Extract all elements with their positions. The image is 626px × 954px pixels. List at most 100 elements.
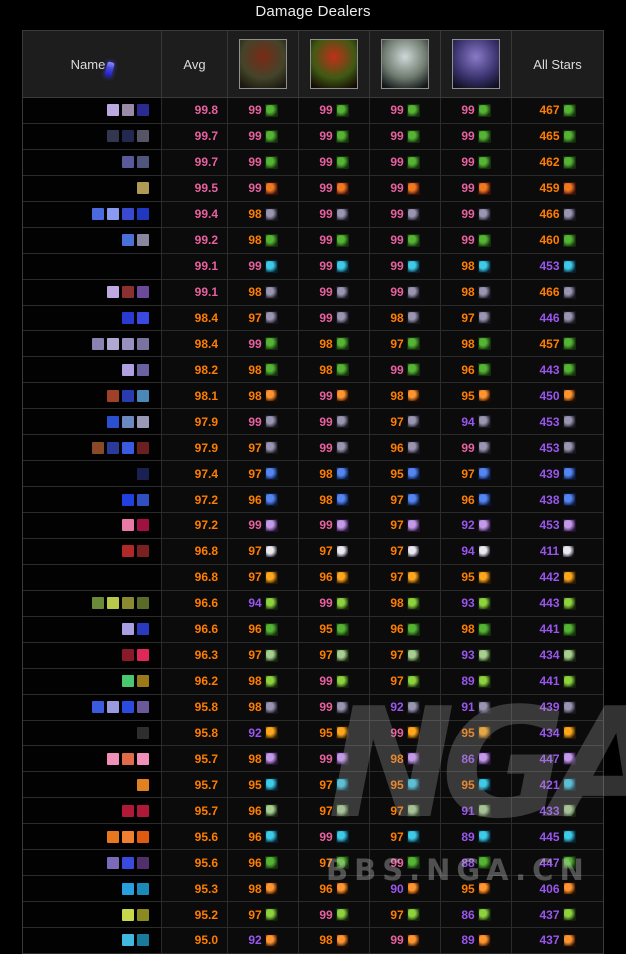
table-row[interactable]: 97.9 99 99 97 94 453 <box>23 409 603 436</box>
table-row[interactable]: 95.7 98 99 98 86 447 <box>23 746 603 773</box>
boss-1-parse-cell[interactable]: 98 <box>228 383 299 409</box>
boss-4-parse-cell[interactable]: 95 <box>441 772 512 798</box>
boss-2-parse-cell[interactable]: 99 <box>299 435 370 461</box>
boss-4-parse-cell[interactable]: 89 <box>441 668 512 694</box>
boss-2-parse-cell[interactable]: 99 <box>299 149 370 175</box>
table-row[interactable]: 95.3 98 96 90 95 406 <box>23 876 603 903</box>
boss-4-parse-cell[interactable]: 98 <box>441 253 512 279</box>
player-name-redacted[interactable] <box>23 227 162 253</box>
player-name-redacted[interactable] <box>23 668 162 694</box>
table-row[interactable]: 95.8 92 95 99 95 434 <box>23 720 603 747</box>
boss-1-parse-cell[interactable]: 92 <box>228 928 299 953</box>
boss-1-parse-cell[interactable]: 99 <box>228 123 299 149</box>
all-stars-cell[interactable]: 460 <box>512 228 603 253</box>
table-row[interactable]: 96.2 98 99 97 89 441 <box>23 668 603 695</box>
boss-3-parse-cell[interactable]: 95 <box>370 772 441 798</box>
all-stars-cell[interactable]: 438 <box>512 487 603 512</box>
boss-3-parse-cell[interactable]: 92 <box>370 694 441 720</box>
boss-4-parse-cell[interactable]: 98 <box>441 616 512 642</box>
boss-4-parse-cell[interactable]: 93 <box>441 642 512 668</box>
table-row[interactable]: 99.5 99 99 99 99 459 <box>23 175 603 202</box>
player-name-redacted[interactable] <box>23 461 162 487</box>
boss-4-parse-cell[interactable]: 99 <box>441 98 512 123</box>
boss-4-parse-cell[interactable]: 95 <box>441 720 512 746</box>
player-name-redacted[interactable] <box>23 772 162 798</box>
table-row[interactable]: 95.8 98 99 92 91 439 <box>23 694 603 721</box>
boss-3-parse-cell[interactable]: 99 <box>370 201 441 227</box>
boss-portrait-1-icon[interactable] <box>239 39 287 89</box>
boss-3-parse-cell[interactable]: 96 <box>370 435 441 461</box>
boss-2-parse-cell[interactable]: 99 <box>299 746 370 772</box>
boss-4-parse-cell[interactable]: 89 <box>441 928 512 953</box>
boss-3-parse-cell[interactable]: 97 <box>370 902 441 927</box>
boss-1-parse-cell[interactable]: 96 <box>228 487 299 512</box>
boss-3-parse-cell[interactable]: 99 <box>370 123 441 149</box>
table-row[interactable]: 98.2 98 98 99 96 443 <box>23 357 603 384</box>
player-name-redacted[interactable] <box>23 331 162 357</box>
boss-3-parse-cell[interactable]: 97 <box>370 331 441 357</box>
boss-1-parse-cell[interactable]: 98 <box>228 357 299 383</box>
table-row[interactable]: 98.4 97 99 98 97 446 <box>23 305 603 332</box>
table-row[interactable]: 99.1 99 99 99 98 453 <box>23 253 603 280</box>
boss-1-parse-cell[interactable]: 96 <box>228 824 299 850</box>
boss-1-parse-cell[interactable]: 99 <box>228 253 299 279</box>
boss-4-parse-cell[interactable]: 86 <box>441 746 512 772</box>
boss-2-parse-cell[interactable]: 99 <box>299 668 370 694</box>
all-stars-cell[interactable]: 434 <box>512 643 603 668</box>
boss-3-parse-cell[interactable]: 96 <box>370 616 441 642</box>
player-name-redacted[interactable] <box>23 123 162 149</box>
all-stars-cell[interactable]: 445 <box>512 824 603 849</box>
boss-1-parse-cell[interactable]: 97 <box>228 564 299 590</box>
boss-3-parse-cell[interactable]: 99 <box>370 227 441 253</box>
boss-2-parse-cell[interactable]: 99 <box>299 279 370 305</box>
boss-1-parse-cell[interactable]: 97 <box>228 902 299 927</box>
table-row[interactable]: 95.6 96 97 99 88 447 <box>23 850 603 877</box>
player-name-redacted[interactable] <box>23 538 162 564</box>
player-name-redacted[interactable] <box>23 642 162 668</box>
boss-4-parse-cell[interactable]: 99 <box>441 435 512 461</box>
boss-2-parse-cell[interactable]: 97 <box>299 642 370 668</box>
boss-1-parse-cell[interactable]: 96 <box>228 616 299 642</box>
player-name-redacted[interactable] <box>23 435 162 461</box>
boss-3-parse-cell[interactable]: 99 <box>370 253 441 279</box>
boss-2-parse-cell[interactable]: 99 <box>299 383 370 409</box>
boss-4-parse-cell[interactable]: 96 <box>441 357 512 383</box>
all-stars-cell[interactable]: 437 <box>512 902 603 927</box>
boss-4-parse-cell[interactable]: 96 <box>441 487 512 512</box>
all-stars-cell[interactable]: 453 <box>512 254 603 279</box>
player-name-redacted[interactable] <box>23 383 162 409</box>
boss-4-parse-cell[interactable]: 98 <box>441 279 512 305</box>
player-name-redacted[interactable] <box>23 824 162 850</box>
boss-4-parse-cell[interactable]: 94 <box>441 538 512 564</box>
player-name-redacted[interactable] <box>23 201 162 227</box>
boss-1-parse-cell[interactable]: 96 <box>228 798 299 824</box>
all-stars-cell[interactable]: 421 <box>512 772 603 797</box>
boss-3-parse-cell[interactable]: 99 <box>370 928 441 953</box>
boss-4-parse-cell[interactable]: 89 <box>441 824 512 850</box>
boss-1-parse-cell[interactable]: 98 <box>228 201 299 227</box>
all-stars-cell[interactable]: 411 <box>512 539 603 564</box>
column-header-boss-4[interactable] <box>441 31 512 97</box>
boss-2-parse-cell[interactable]: 99 <box>299 305 370 331</box>
boss-3-parse-cell[interactable]: 98 <box>370 305 441 331</box>
boss-2-parse-cell[interactable]: 98 <box>299 357 370 383</box>
boss-2-parse-cell[interactable]: 97 <box>299 798 370 824</box>
boss-3-parse-cell[interactable]: 99 <box>370 850 441 876</box>
boss-2-parse-cell[interactable]: 99 <box>299 590 370 616</box>
table-row[interactable]: 98.4 99 98 97 98 457 <box>23 331 603 358</box>
player-name-redacted[interactable] <box>23 902 162 927</box>
player-name-redacted[interactable] <box>23 513 162 538</box>
boss-portrait-3-icon[interactable] <box>381 39 429 89</box>
table-row[interactable]: 96.6 96 95 96 98 441 <box>23 616 603 643</box>
table-row[interactable]: 96.3 97 97 97 93 434 <box>23 642 603 669</box>
column-header-boss-2[interactable] <box>299 31 370 97</box>
all-stars-cell[interactable]: 459 <box>512 176 603 201</box>
all-stars-cell[interactable]: 453 <box>512 435 603 460</box>
boss-3-parse-cell[interactable]: 99 <box>370 149 441 175</box>
table-row[interactable]: 96.8 97 96 97 95 442 <box>23 564 603 591</box>
column-header-avg[interactable]: Avg <box>162 31 228 97</box>
boss-2-parse-cell[interactable]: 99 <box>299 694 370 720</box>
boss-4-parse-cell[interactable]: 92 <box>441 513 512 538</box>
table-row[interactable]: 99.1 98 99 99 98 466 <box>23 279 603 306</box>
boss-4-parse-cell[interactable]: 97 <box>441 305 512 331</box>
